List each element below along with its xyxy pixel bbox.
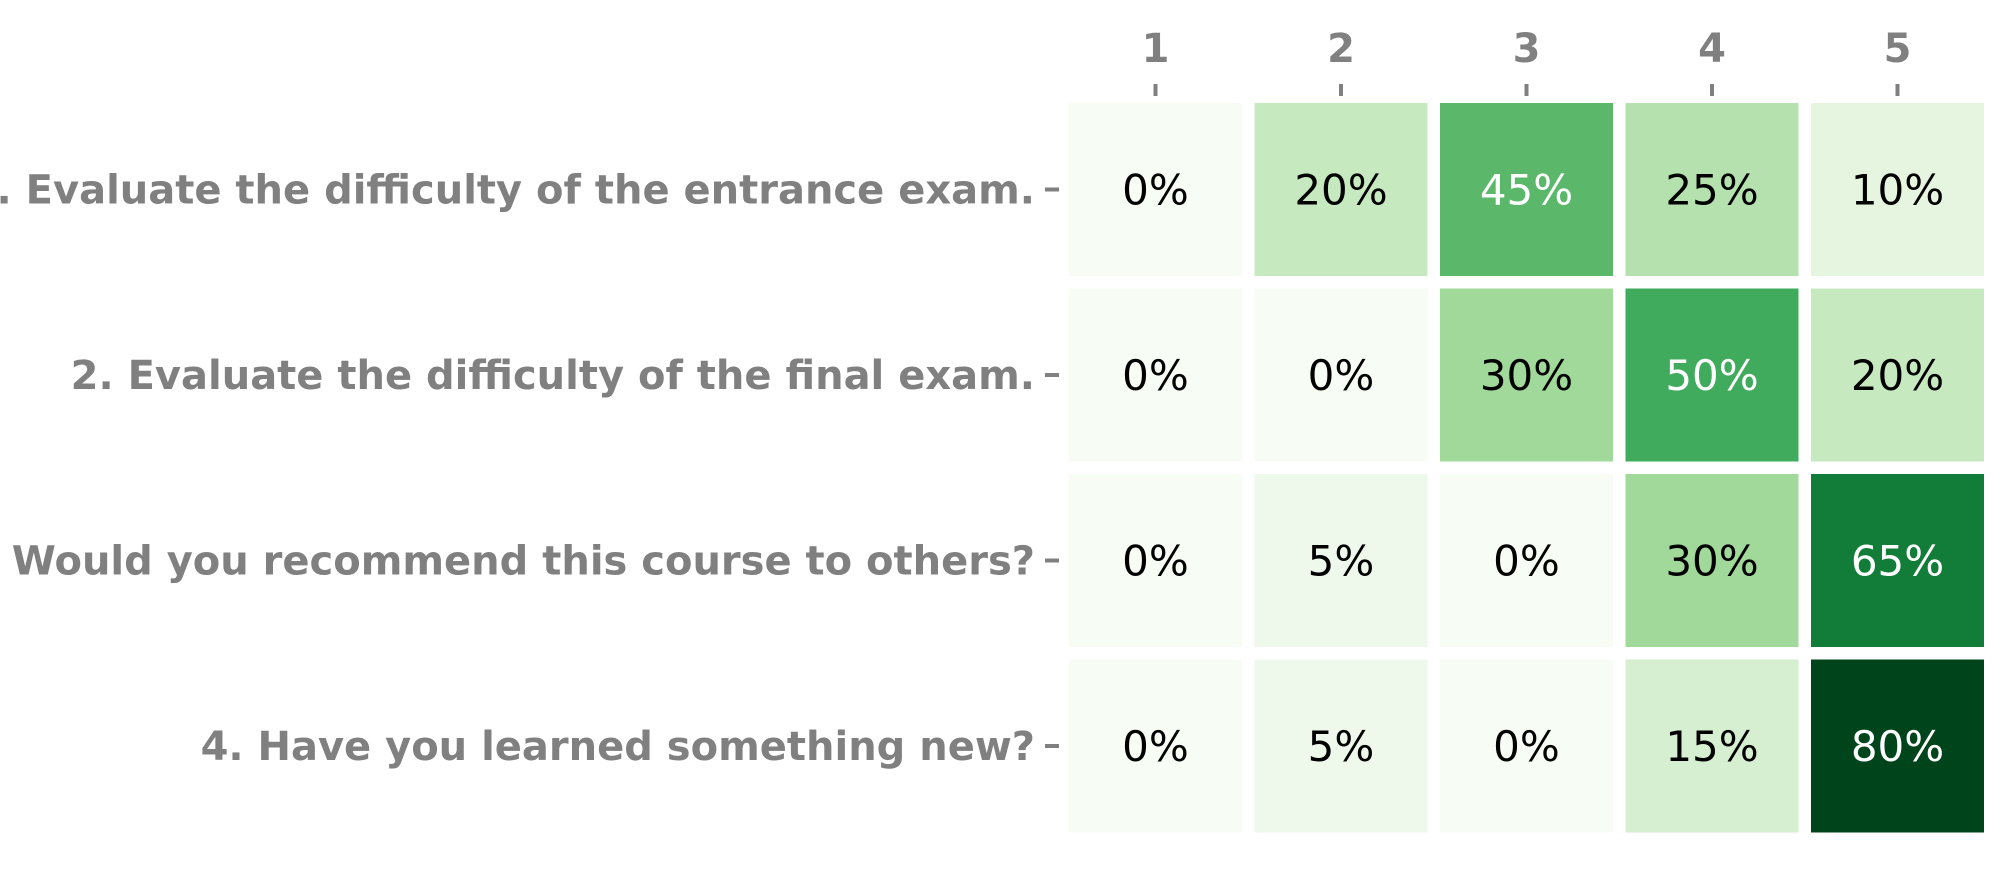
heatmap-cell [1069, 659, 1242, 833]
heatmap-cell [1069, 474, 1242, 647]
heatmap-cell [1625, 659, 1799, 833]
cell-value-label: 0% [1122, 351, 1189, 400]
cell-value-label: 0% [1122, 166, 1189, 215]
cell-value-label: 5% [1308, 722, 1375, 771]
cell-value-label: 30% [1480, 351, 1573, 400]
column-label-3: 3 [1513, 26, 1541, 72]
heatmap-cell [1069, 103, 1242, 276]
heatmap-cell [1440, 474, 1613, 647]
heatmap-cell [1254, 288, 1428, 462]
row-label-3: 3. Would you recommend this course to ot… [0, 539, 1035, 585]
row-label-4: 4. Have you learned something new? [201, 724, 1035, 770]
cell-value-label: 65% [1851, 537, 1944, 586]
cell-value-label: 0% [1122, 537, 1189, 586]
heatmap-cell [1811, 288, 1984, 462]
column-label-5: 5 [1884, 26, 1912, 72]
heatmap-cell [1811, 103, 1984, 276]
heatmap-cells: 0% 20% 45% 25% 10% 0% 0% 30% 50% 20% 0% 5% 0% 30% 65% 0… [1069, 103, 1984, 833]
row-label-1: 1. Evaluate the difficulty of the entran… [0, 168, 1035, 214]
cell-value-label: 0% [1493, 537, 1560, 586]
cell-value-label: 15% [1665, 722, 1758, 771]
column-labels: 1 2 3 4 5 [1142, 26, 1912, 96]
cell-value-label: 20% [1294, 166, 1387, 215]
heatmap-cell [1811, 659, 1984, 833]
row-labels: 1. Evaluate the difficulty of the entran… [0, 168, 1059, 770]
heatmap-cell [1625, 103, 1799, 276]
cell-value-label: 50% [1665, 351, 1758, 400]
heatmap-cell [1254, 103, 1428, 276]
heatmap-cell [1625, 288, 1799, 462]
heatmap-cell [1440, 659, 1613, 833]
heatmap-cell [1254, 659, 1428, 833]
heatmap-cell [1440, 103, 1613, 276]
cell-value-label: 0% [1493, 722, 1560, 771]
column-label-2: 2 [1327, 26, 1355, 72]
row-label-2: 2. Evaluate the difficulty of the final … [71, 353, 1035, 399]
column-label-1: 1 [1142, 26, 1170, 72]
column-label-4: 4 [1698, 26, 1726, 72]
cell-value-label: 5% [1308, 537, 1375, 586]
cell-value-label: 45% [1480, 166, 1573, 215]
cell-value-label: 25% [1665, 166, 1758, 215]
cell-value-label: 20% [1851, 351, 1944, 400]
heatmap-cell [1069, 288, 1242, 462]
heatmap-cell [1254, 474, 1428, 647]
cell-value-label: 0% [1122, 722, 1189, 771]
cell-value-label: 0% [1308, 351, 1375, 400]
heatmap-cell [1625, 474, 1799, 647]
cell-value-label: 30% [1665, 537, 1758, 586]
heatmap-cell [1440, 288, 1613, 462]
cell-value-label: 10% [1851, 166, 1944, 215]
cell-value-label: 80% [1851, 722, 1944, 771]
heatmap-cell [1811, 474, 1984, 647]
